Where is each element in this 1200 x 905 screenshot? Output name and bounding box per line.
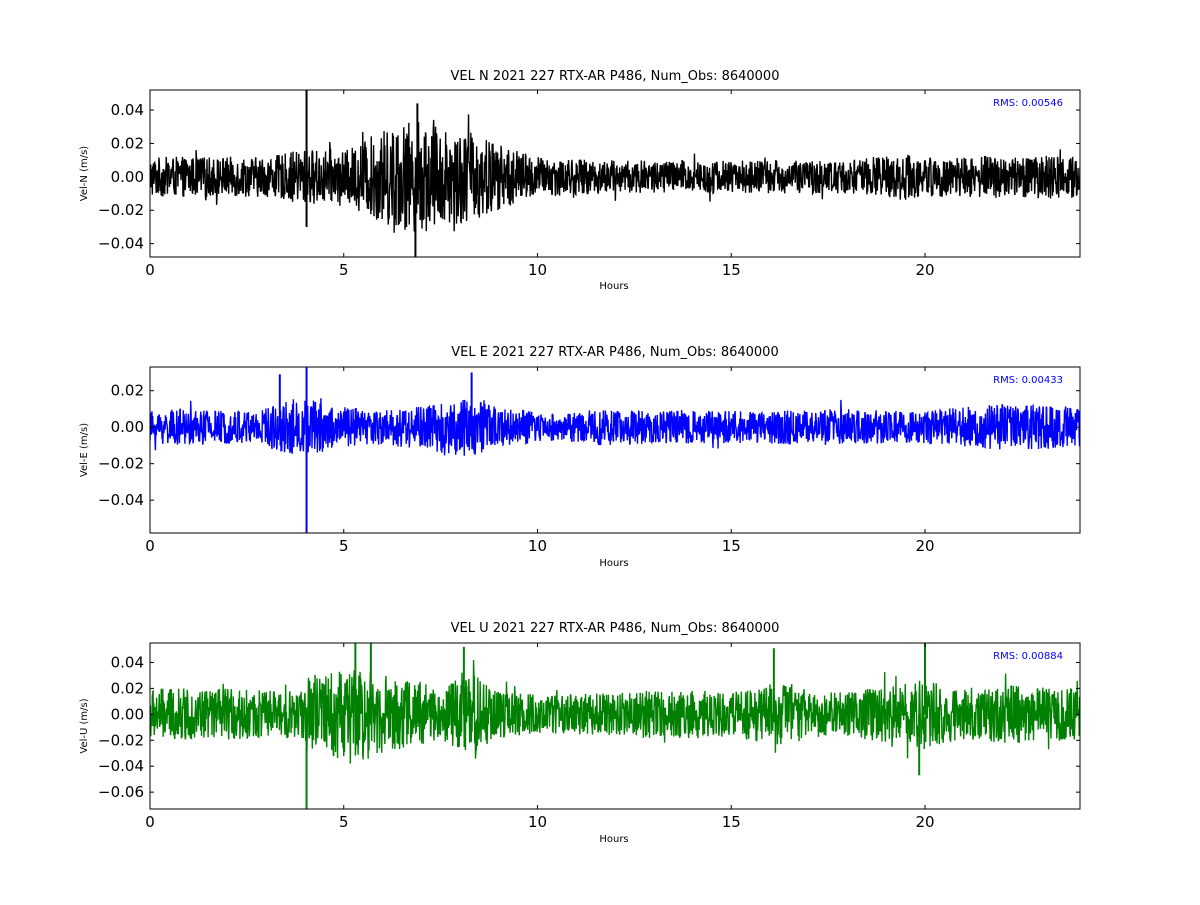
panel-east: VEL E 2021 227 RTX-AR P486, Num_Obs: 864… xyxy=(79,345,1081,569)
panel-north: VEL N 2021 227 RTX-AR P486, Num_Obs: 864… xyxy=(79,69,1081,292)
y-tick-label-up-1: −0.04 xyxy=(98,757,144,775)
x-tick-label-east-2: 10 xyxy=(528,537,547,555)
y-tick-label-up-2: −0.02 xyxy=(98,731,144,749)
y-tick-label-north-3: 0.02 xyxy=(111,134,144,152)
x-tick-label-up-1: 5 xyxy=(339,813,349,831)
x-tick-label-north-1: 5 xyxy=(339,261,349,279)
x-tick-label-up-4: 20 xyxy=(915,813,934,831)
x-tick-label-east-3: 15 xyxy=(722,537,741,555)
y-axis-label-north: Vel-N (m/s) xyxy=(79,146,90,201)
y-tick-label-north-0: −0.04 xyxy=(98,235,144,253)
x-axis-label-north: Hours xyxy=(599,281,628,292)
chart-title-up: VEL U 2021 227 RTX-AR P486, Num_Obs: 864… xyxy=(451,621,780,636)
series-line-north xyxy=(150,114,1080,233)
y-tick-label-north-1: −0.02 xyxy=(98,201,144,219)
x-tick-label-up-2: 10 xyxy=(528,813,547,831)
y-axis-label-up: Vel-U (m/s) xyxy=(79,698,90,753)
x-tick-label-up-3: 15 xyxy=(722,813,741,831)
x-tick-label-north-3: 15 xyxy=(722,261,741,279)
x-tick-label-up-0: 0 xyxy=(145,813,155,831)
x-tick-label-north-4: 20 xyxy=(915,261,934,279)
rms-annotation-up: RMS: 0.00884 xyxy=(993,651,1063,662)
series-line-east xyxy=(150,398,1080,456)
series-line-up xyxy=(150,660,1080,764)
y-tick-label-up-5: 0.04 xyxy=(111,653,144,671)
x-axis-label-up: Hours xyxy=(599,834,628,845)
chart-title-north: VEL N 2021 227 RTX-AR P486, Num_Obs: 864… xyxy=(451,69,780,84)
y-tick-label-east-0: −0.04 xyxy=(98,491,144,509)
y-tick-label-east-3: 0.02 xyxy=(111,382,144,400)
rms-annotation-north: RMS: 0.00546 xyxy=(993,98,1063,109)
x-tick-label-north-0: 0 xyxy=(145,261,155,279)
x-tick-label-east-4: 20 xyxy=(915,537,934,555)
x-tick-label-north-2: 10 xyxy=(528,261,547,279)
x-tick-label-east-0: 0 xyxy=(145,537,155,555)
y-tick-label-up-0: −0.06 xyxy=(98,783,144,801)
x-axis-label-east: Hours xyxy=(599,558,628,569)
y-tick-label-east-2: 0.00 xyxy=(111,418,144,436)
y-tick-label-up-4: 0.02 xyxy=(111,679,144,697)
chart-title-east: VEL E 2021 227 RTX-AR P486, Num_Obs: 864… xyxy=(451,345,778,360)
panel-up: VEL U 2021 227 RTX-AR P486, Num_Obs: 864… xyxy=(79,621,1081,845)
y-tick-label-north-2: 0.00 xyxy=(111,168,144,186)
x-tick-label-east-1: 5 xyxy=(339,537,349,555)
plot-frame-east xyxy=(149,366,1081,534)
y-tick-label-east-1: −0.02 xyxy=(98,455,144,473)
rms-annotation-east: RMS: 0.00433 xyxy=(993,375,1063,386)
plot-frame-north xyxy=(149,89,1081,258)
y-tick-label-up-3: 0.00 xyxy=(111,705,144,723)
plot-frame-up xyxy=(149,642,1081,810)
y-axis-label-east: Vel-E (m/s) xyxy=(79,423,90,477)
y-tick-label-north-4: 0.04 xyxy=(111,101,144,119)
